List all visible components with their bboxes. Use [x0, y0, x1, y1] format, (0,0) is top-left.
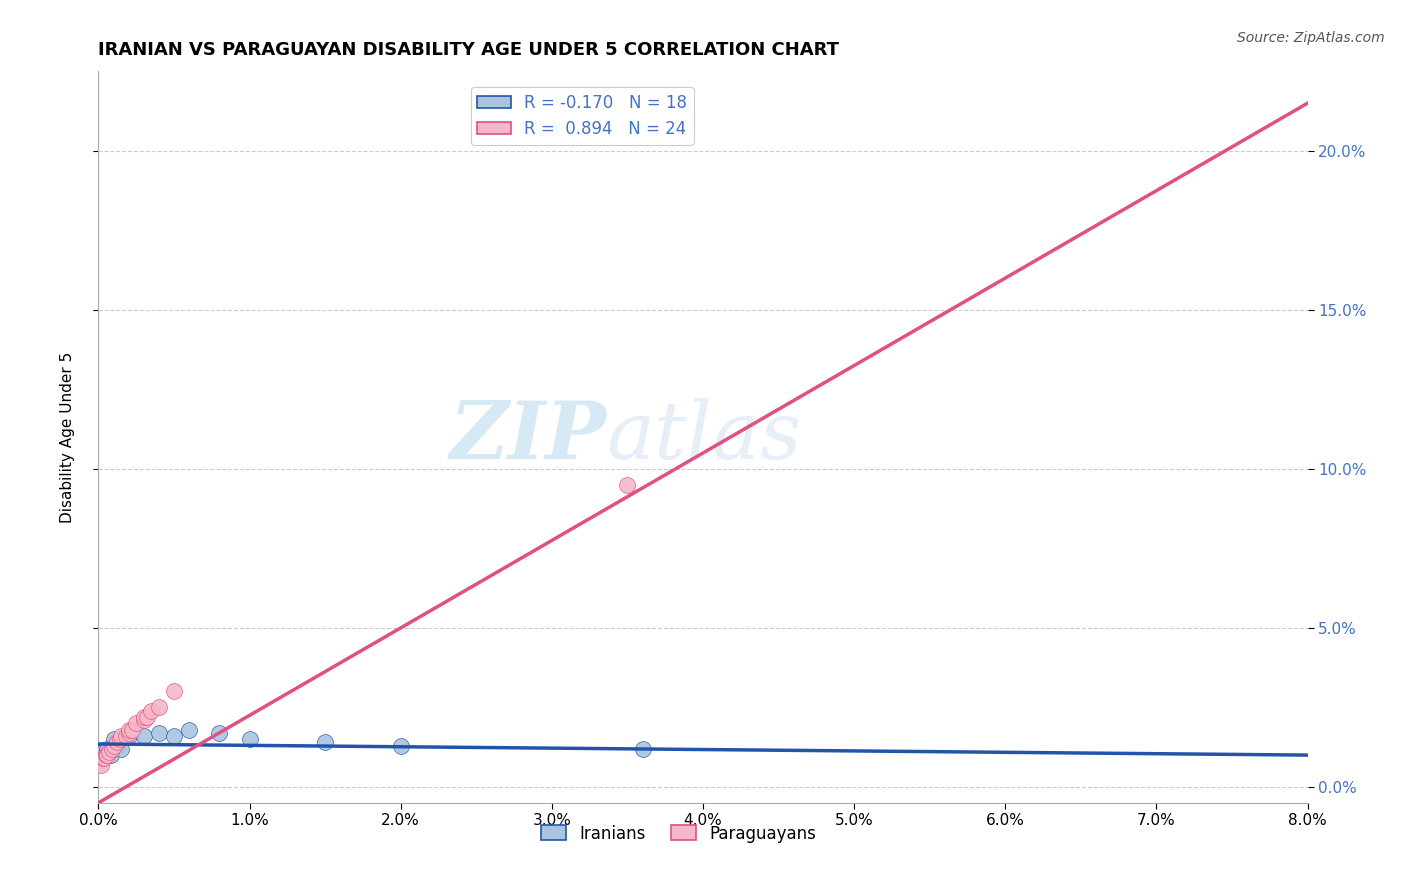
Point [103, 739, 125, 753]
Point [163, 729, 186, 743]
Point [163, 684, 186, 698]
Legend: Iranians, Paraguayans: Iranians, Paraguayans [534, 818, 823, 849]
Point [389, 739, 412, 753]
Point [208, 726, 231, 740]
Point [108, 732, 131, 747]
Point [101, 741, 124, 756]
Text: IRANIAN VS PARAGUAYAN DISABILITY AGE UNDER 5 CORRELATION CHART: IRANIAN VS PARAGUAYAN DISABILITY AGE UND… [98, 41, 839, 59]
Point [89, 755, 111, 769]
Point [98, 745, 121, 759]
Point [114, 729, 136, 743]
Point [94, 748, 117, 763]
Point [141, 704, 163, 718]
Text: atlas: atlas [606, 399, 801, 475]
Point [314, 735, 336, 749]
Point [91, 745, 114, 759]
Point [179, 723, 201, 737]
Point [100, 748, 122, 763]
Point [135, 710, 157, 724]
Point [110, 729, 132, 743]
Point [132, 713, 155, 727]
Point [96, 741, 118, 756]
Point [94, 748, 117, 763]
Point [132, 710, 155, 724]
Text: Source: ZipAtlas.com: Source: ZipAtlas.com [1237, 31, 1385, 45]
Point [125, 716, 148, 731]
Y-axis label: Disability Age Under 5: Disability Age Under 5 [60, 351, 75, 523]
Point [132, 729, 155, 743]
Point [96, 748, 118, 763]
Point [91, 751, 114, 765]
Point [105, 735, 128, 749]
Point [631, 741, 654, 756]
Point [110, 741, 132, 756]
Text: ZIP: ZIP [450, 399, 606, 475]
Point [239, 732, 262, 747]
Point [103, 732, 125, 747]
Point [148, 700, 170, 714]
Point [121, 723, 143, 737]
Point [148, 726, 170, 740]
Point [93, 751, 115, 765]
Point [118, 726, 141, 740]
Point [105, 739, 128, 753]
Point [616, 477, 638, 491]
Point [118, 723, 141, 737]
Point [90, 757, 112, 772]
Point [90, 751, 112, 765]
Point [118, 729, 141, 743]
